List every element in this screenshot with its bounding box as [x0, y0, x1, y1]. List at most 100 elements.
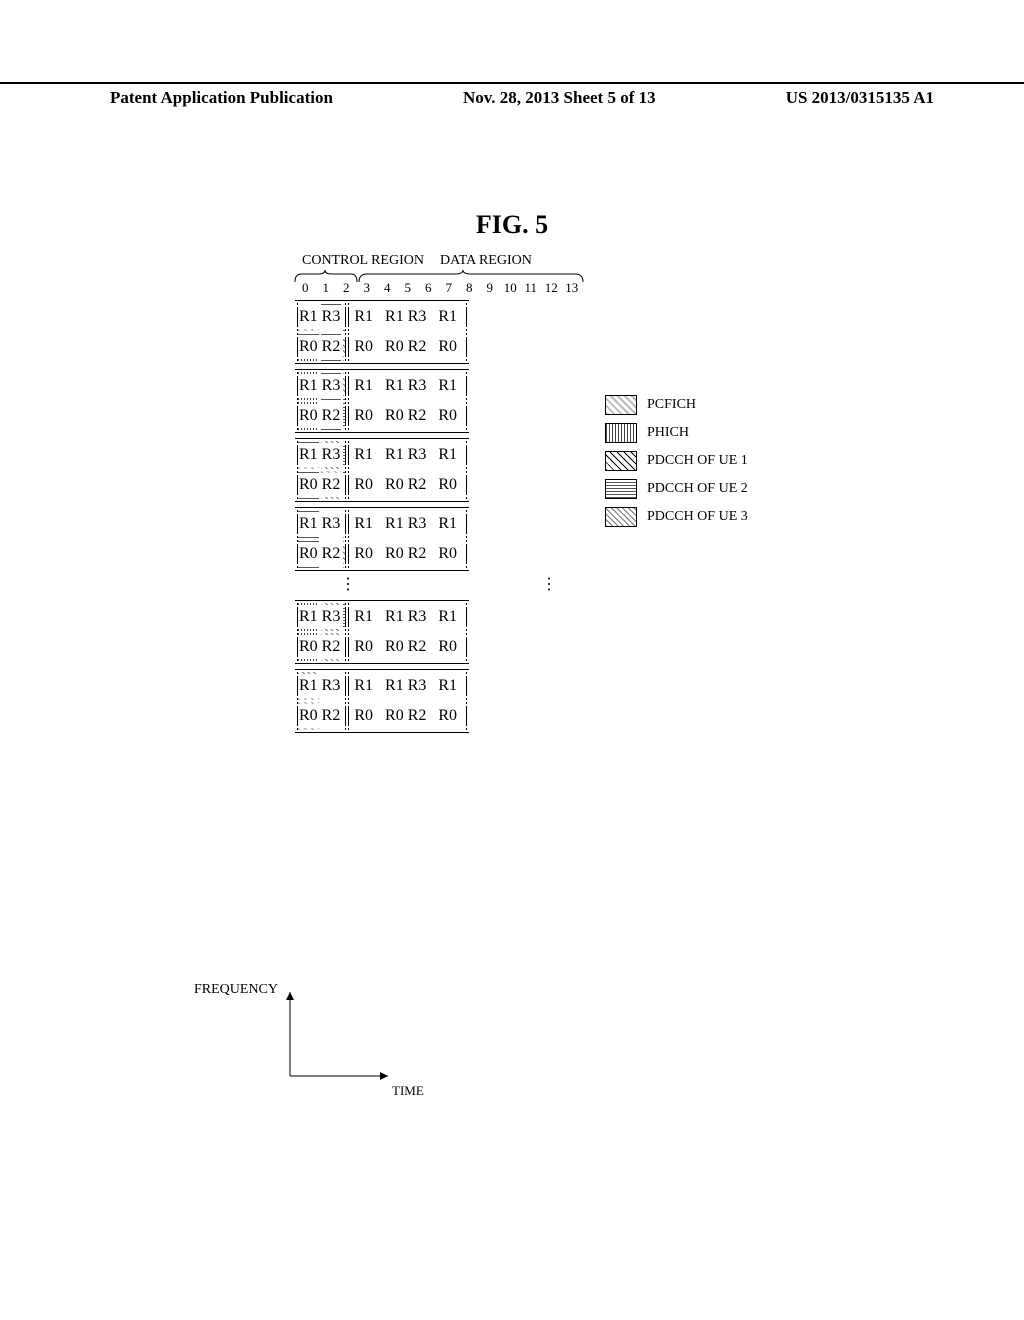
grid-cell: [437, 728, 458, 730]
grid-cell: R0: [353, 706, 374, 726]
grid-cell: [348, 633, 351, 635]
grid-cell: [460, 441, 462, 443]
grid-cell: R1: [297, 307, 319, 327]
grid-cell: [348, 402, 351, 404]
grid-cell: [433, 441, 435, 443]
grid-cell: [353, 698, 374, 700]
grid-cell: [433, 540, 435, 542]
grid-cell: [464, 672, 467, 674]
grid-cell: [433, 659, 435, 661]
grid-cell: [429, 510, 431, 512]
grid-cell: [321, 402, 342, 404]
grid-cell: [376, 629, 378, 631]
grid-cell: [321, 372, 342, 374]
grid-cell: [433, 428, 435, 430]
grid-cell: [460, 402, 462, 404]
grid-cell: [384, 398, 405, 400]
grid-cell: [464, 475, 467, 495]
grid-cell: [464, 372, 467, 374]
grid-cell: [460, 329, 462, 331]
grid-cell: [433, 303, 435, 305]
grid-cell: R0: [384, 706, 405, 726]
grid-cell: [376, 471, 378, 473]
grid-cell: [429, 629, 431, 631]
grid-cell: [343, 333, 346, 335]
grid-cell: R0: [437, 337, 458, 357]
grid-cell: [460, 333, 462, 335]
grid-cell: R1: [297, 676, 319, 696]
grid-cell: [353, 402, 374, 404]
grid-cell: [429, 676, 431, 696]
grid-cell: R3: [407, 607, 428, 627]
grid-cell: [433, 603, 435, 605]
grid-cell: [297, 402, 319, 404]
grid-cell: [321, 510, 342, 512]
grid-cell: [348, 510, 351, 512]
grid-cell: [297, 303, 319, 305]
grid-cell: [464, 471, 467, 473]
resource-block: R1R3R1R1R3R1R0R2R0R0R2R0: [295, 507, 582, 571]
grid-cell: [433, 398, 435, 400]
grid-cell: [343, 471, 346, 473]
grid-cell: [384, 428, 405, 430]
grid-cell: [407, 402, 428, 404]
grid-cell: [460, 475, 462, 495]
grid-cell: [460, 603, 462, 605]
grid-cell: [376, 406, 378, 426]
grid-cell: [464, 303, 467, 305]
grid-cell: [353, 497, 374, 499]
grid-cell: [433, 544, 435, 564]
grid-cell: [343, 544, 346, 564]
grid-cell: [407, 329, 428, 331]
grid-cell: [433, 467, 435, 469]
grid-cell: [353, 329, 374, 331]
grid-cell: R0: [353, 637, 374, 657]
grid-cell: [460, 629, 462, 631]
grid-cell: [343, 497, 346, 499]
grid-cell: R0: [297, 337, 319, 357]
legend: PCFICHPHICHPDCCH OF UE 1PDCCH OF UE 2PDC…: [605, 395, 748, 535]
grid-cell: [321, 398, 342, 400]
grid-cell: [297, 629, 319, 631]
grid-cell: [353, 372, 374, 374]
grid-cell: [343, 540, 346, 542]
grid-cell: [460, 706, 462, 726]
grid-cell: [380, 307, 382, 327]
grid-cell: [429, 359, 431, 361]
grid-cell: [348, 659, 351, 661]
grid-cell: [297, 603, 319, 605]
grid-cell: [429, 544, 431, 564]
grid-cell: [343, 376, 346, 396]
col-number: 11: [521, 280, 542, 296]
grid-cell: [460, 428, 462, 430]
grid-cell: [343, 607, 346, 627]
grid-cell: [433, 337, 435, 357]
header-right: US 2013/0315135 A1: [786, 88, 934, 108]
grid-cell: [348, 359, 351, 361]
grid-cell: [429, 603, 431, 605]
grid-cell: [460, 637, 462, 657]
grid-cell: [353, 629, 374, 631]
grid-cell: [429, 536, 431, 538]
grid-cell: [380, 475, 382, 495]
grid-cell: [343, 659, 346, 661]
grid-cell: R0: [384, 337, 405, 357]
grid-cell: [321, 359, 342, 361]
grid-cell: [464, 702, 467, 704]
grid-cell: [433, 607, 435, 627]
grid-cell: [407, 471, 428, 473]
grid-cell: [380, 540, 382, 542]
grid-cell: [348, 540, 351, 542]
grid-cell: [376, 607, 378, 627]
grid-cell: [384, 441, 405, 443]
grid-cell: [376, 728, 378, 730]
grid-cell: [460, 471, 462, 473]
grid-cell: [433, 372, 435, 374]
grid-cell: [437, 672, 458, 674]
grid-cell: [429, 566, 431, 568]
grid-cell: [348, 475, 351, 495]
grid-cell: [437, 510, 458, 512]
grid-cell: [343, 467, 346, 469]
grid-cell: [348, 337, 351, 357]
grid-cell: [376, 333, 378, 335]
